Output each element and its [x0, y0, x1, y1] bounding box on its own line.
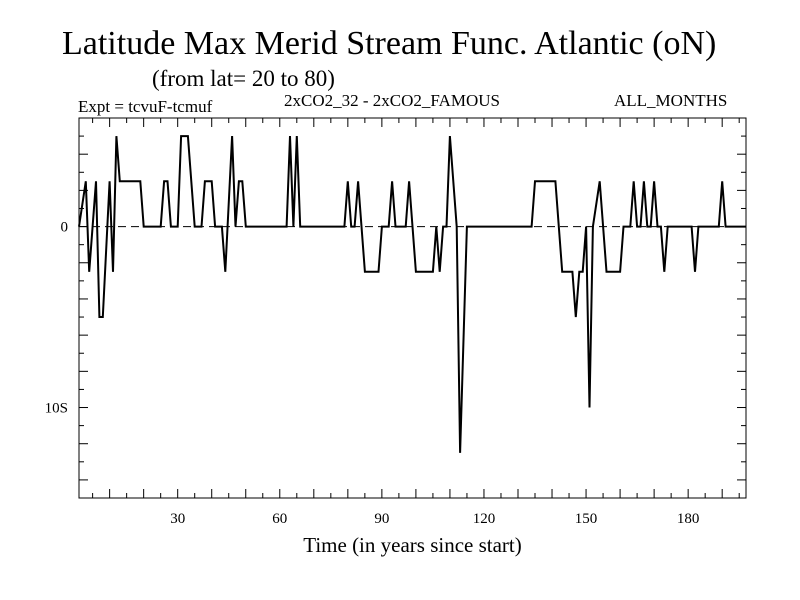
y-tick-label: 0: [61, 220, 69, 236]
chart-title: Latitude Max Merid Stream Func. Atlantic…: [62, 25, 717, 62]
y-tick-label: 10S: [45, 401, 68, 417]
months-label: ALL_MONTHS: [614, 91, 728, 110]
x-tick-label: 120: [473, 511, 496, 527]
x-tick-label: 150: [575, 511, 598, 527]
experiment-label: Expt = tcvuF-tcmuf: [78, 97, 213, 116]
axis-tick-labels: 30 60 90 120 150 180 0 10S: [45, 220, 700, 527]
series-line: [78, 135, 746, 453]
chart-subtitle: (from lat= 20 to 80): [152, 66, 335, 91]
x-tick-label: 30: [170, 511, 185, 527]
x-tick-label: 60: [272, 511, 287, 527]
plot-frame: [78, 117, 747, 499]
x-axis-label: Time (in years since start): [303, 533, 522, 557]
difference-label: 2xCO2_32 - 2xCO2_FAMOUS: [284, 91, 500, 110]
x-tick-label: 90: [374, 511, 389, 527]
x-tick-label: 180: [677, 511, 700, 527]
